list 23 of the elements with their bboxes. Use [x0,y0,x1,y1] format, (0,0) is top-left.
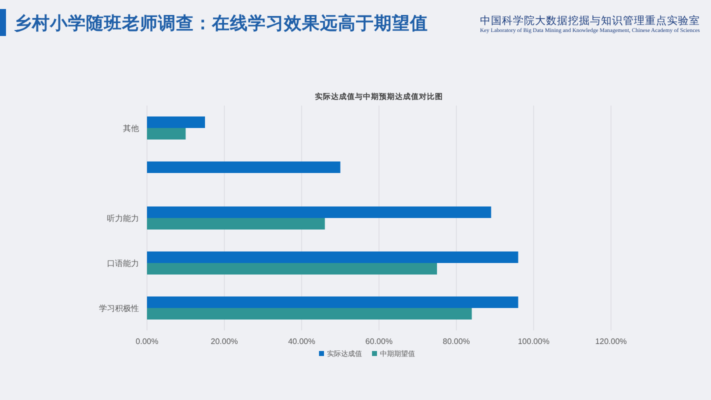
x-tick-label: 60.00% [365,337,393,346]
x-tick-label: 100.00% [518,337,550,346]
y-tick-label: 听力能力 [107,214,139,223]
bar [147,308,472,320]
text: 中国科学院大数据挖掘与知识管理重点实验室 [480,14,700,27]
x-tick-label: 80.00% [442,337,470,346]
title: 乡村小学随班老师调查：在线学习效果远高于期望值 [0,9,428,36]
bar [147,263,437,275]
bar [147,128,186,140]
y-tick-label: 其他 [123,124,139,133]
bar [147,116,205,128]
bar [147,251,518,263]
bar [147,206,492,218]
chart-title: 乡村小学随班老师调查：在线学习效果远高于期望值 [14,13,428,33]
x-tick-label: 20.00% [210,337,238,346]
bar [147,161,340,173]
y-tick-label: 学习积极性 [99,304,139,313]
x-tick-label: 40.00% [288,337,316,346]
x-tick-label: 120.00% [595,337,627,346]
bar [147,296,518,308]
y-tick-label: 口语能力 [107,259,139,268]
x-tick-label: 0.00% [136,337,158,346]
bar [147,218,325,230]
